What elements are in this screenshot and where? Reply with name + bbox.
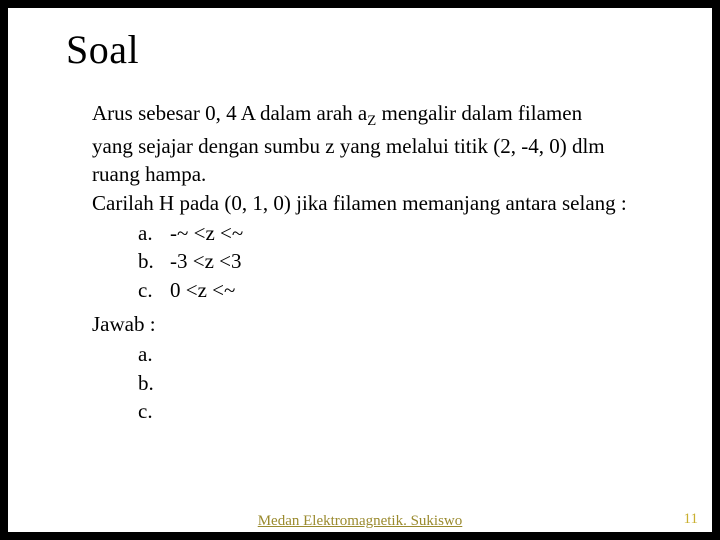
option-a-letter: a. [138,219,170,247]
option-a-text: -~ <z <~ [170,219,243,247]
problem-line3: ruang hampa. [92,162,206,186]
answer-section: Jawab : a. b. c. [92,310,682,425]
problem-line1-pre: Arus sebesar 0, 4 A dalam arah a [92,101,367,125]
footer-text: Medan Elektromagnetik. Sukiswo [8,513,712,530]
problem-line1-sub: Z [367,113,376,129]
answer-c: c. [138,397,682,425]
problem-line4: Carilah H pada (0, 1, 0) jika filamen me… [92,191,627,215]
slide-body: Arus sebesar 0, 4 A dalam arah aZ mengal… [92,99,682,425]
answer-list: a. b. c. [138,340,682,425]
page-number: 11 [684,511,698,528]
slide: Soal Arus sebesar 0, 4 A dalam arah aZ m… [8,8,712,532]
option-a: a. -~ <z <~ [138,219,682,247]
option-b: b. -3 <z <3 [138,247,682,275]
answer-a: a. [138,340,682,368]
option-c: c. 0 <z <~ [138,276,682,304]
option-b-text: -3 <z <3 [170,247,242,275]
option-b-letter: b. [138,247,170,275]
option-c-text: 0 <z <~ [170,276,235,304]
answer-label: Jawab : [92,310,682,338]
slide-title: Soal [66,26,712,73]
answer-b: b. [138,369,682,397]
problem-line1-post: mengalir dalam filamen [376,101,582,125]
problem-text: Arus sebesar 0, 4 A dalam arah aZ mengal… [92,99,682,217]
option-c-letter: c. [138,276,170,304]
options-list: a. -~ <z <~ b. -3 <z <3 c. 0 <z <~ [138,219,682,304]
problem-line2: yang sejajar dengan sumbu z yang melalui… [92,134,605,158]
